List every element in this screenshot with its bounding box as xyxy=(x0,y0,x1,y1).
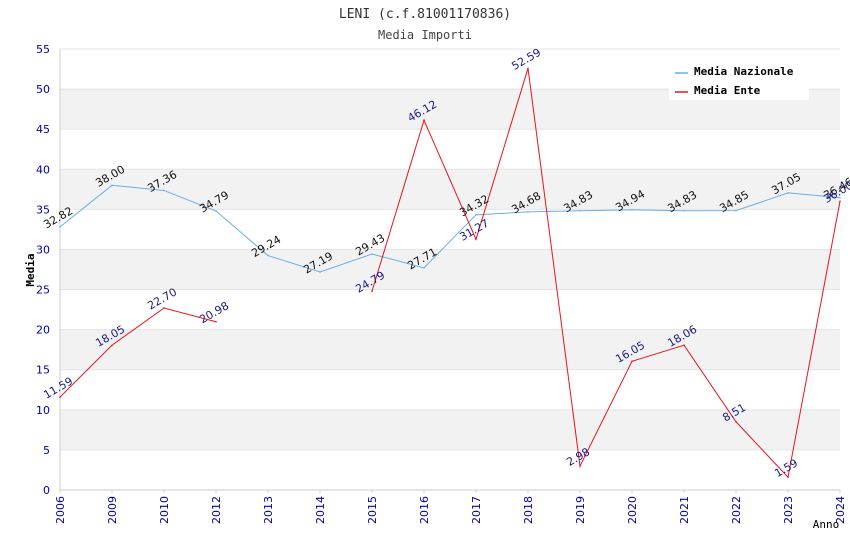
x-tick-label: 2024 xyxy=(834,496,847,524)
y-tick-label: 20 xyxy=(36,324,50,337)
data-point xyxy=(319,271,321,273)
data-point xyxy=(579,209,581,212)
series-line-media-ente xyxy=(371,68,841,479)
series-line-media-nazionale xyxy=(59,184,841,273)
x-tick-label: 2015 xyxy=(366,496,379,524)
y-tick-label: 55 xyxy=(36,43,50,56)
data-point xyxy=(475,238,477,241)
x-tick-label: 2009 xyxy=(106,496,119,524)
data-point xyxy=(839,200,841,203)
x-tick-label: 2010 xyxy=(158,496,171,524)
y-axis-label: Media xyxy=(24,253,37,286)
data-point xyxy=(527,211,529,213)
x-tick-label: 2006 xyxy=(54,496,67,524)
x-tick-label: 2017 xyxy=(470,496,483,524)
data-label: 1.59 xyxy=(772,456,800,480)
grid-band xyxy=(60,169,840,210)
x-axis-label: Anno xyxy=(813,518,840,531)
data-point xyxy=(423,267,425,269)
data-point xyxy=(787,476,789,479)
y-tick-label: 0 xyxy=(43,484,50,497)
y-tick-label: 50 xyxy=(36,83,50,96)
data-label: 52.59 xyxy=(509,46,543,73)
data-point xyxy=(163,189,165,192)
axes xyxy=(59,49,840,491)
data-point xyxy=(111,184,113,187)
data-point xyxy=(111,344,113,347)
grid-bands xyxy=(60,48,840,491)
y-tick-label: 40 xyxy=(36,163,50,176)
data-point xyxy=(735,420,737,423)
data-point xyxy=(267,254,269,257)
x-tick-label: 2023 xyxy=(782,496,795,524)
y-tick-label: 25 xyxy=(36,284,50,297)
y-tick-label: 45 xyxy=(36,123,50,136)
legend-label-media-ente: Media Ente xyxy=(694,84,761,97)
y-tick-label: 35 xyxy=(36,203,50,216)
grid-band xyxy=(60,249,840,290)
legend: Media Nazionale Media Ente xyxy=(669,60,809,100)
x-tick-label: 2018 xyxy=(522,496,535,524)
x-tick-label: 2016 xyxy=(418,496,431,524)
legend-label-media-nazionale: Media Nazionale xyxy=(694,65,794,78)
data-label: 20.98 xyxy=(197,299,231,326)
data-label: 31.27 xyxy=(457,217,491,244)
x-tick-label: 2022 xyxy=(730,496,743,524)
grid-band xyxy=(60,409,840,450)
data-point xyxy=(527,67,529,70)
data-point xyxy=(787,192,789,194)
y-tick-label: 15 xyxy=(36,364,50,377)
data-point xyxy=(215,320,217,323)
data-point xyxy=(735,209,737,212)
x-tick-label: 2020 xyxy=(626,496,639,524)
chart-title: LENI (c.f.81001170836) xyxy=(339,7,511,22)
data-point xyxy=(59,396,61,398)
x-tick-label: 2014 xyxy=(314,496,327,524)
x-tick-label: 2019 xyxy=(574,496,587,524)
data-point xyxy=(59,226,61,228)
x-tick-label: 2013 xyxy=(262,496,275,524)
data-point xyxy=(839,196,841,199)
grid-band xyxy=(60,329,840,370)
y-tick-label: 5 xyxy=(43,444,50,457)
data-point xyxy=(631,209,633,211)
data-point xyxy=(163,307,165,309)
data-point xyxy=(683,209,685,212)
data-point xyxy=(371,253,373,255)
data-point xyxy=(579,465,581,467)
data-point xyxy=(423,119,425,122)
data-point xyxy=(683,344,685,346)
y-tick-label: 10 xyxy=(36,404,50,417)
y-tick-labels: 0 5 10 15 20 25 30 35 40 45 50 55 xyxy=(36,43,50,497)
x-tick-label: 2012 xyxy=(210,496,223,524)
data-point xyxy=(475,214,477,216)
data-point xyxy=(631,360,633,363)
series-line-media-ente xyxy=(59,307,217,398)
chart-subtitle: Media Importi xyxy=(378,28,472,42)
series-lines xyxy=(59,68,841,479)
legend-background xyxy=(669,60,809,100)
data-label: 11.59 xyxy=(41,375,75,402)
data-point xyxy=(371,290,373,293)
y-tick-label: 30 xyxy=(36,243,50,256)
x-tick-label: 2021 xyxy=(678,496,691,524)
data-point xyxy=(215,210,217,212)
x-tick-labels: 2006 2009 2010 2012 2013 2014 2015 2016 2017 2018… xyxy=(54,490,847,524)
